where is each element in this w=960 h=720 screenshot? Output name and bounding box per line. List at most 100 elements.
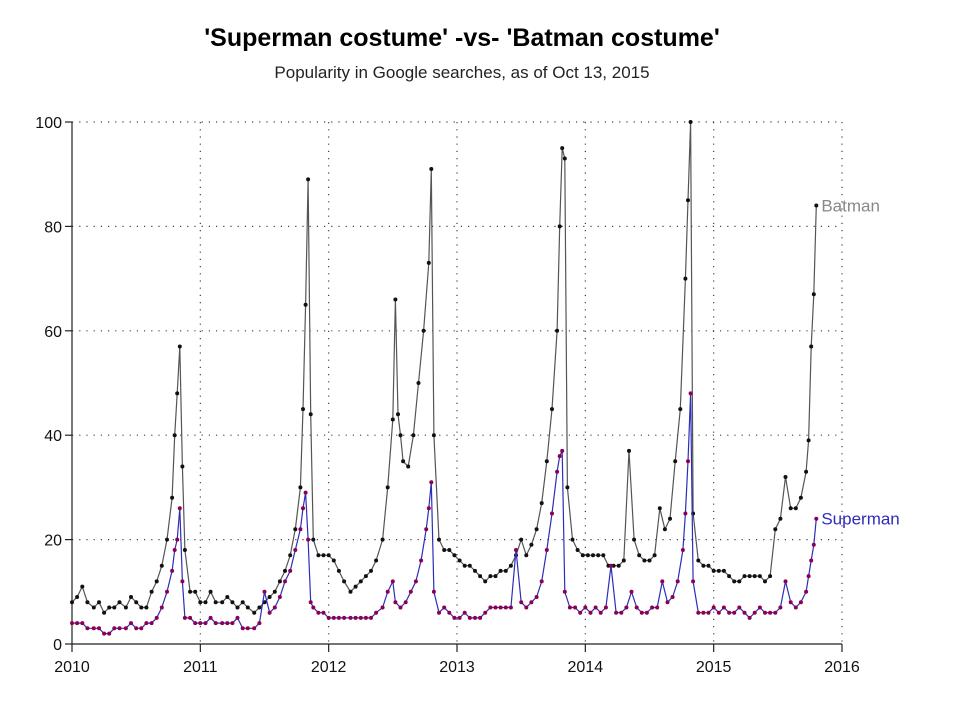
data-point — [240, 626, 245, 631]
data-point — [706, 610, 711, 615]
x-tick-label: 2012 — [311, 659, 347, 676]
data-point — [675, 579, 680, 584]
data-point — [598, 610, 603, 615]
data-point — [426, 506, 431, 511]
data-point — [732, 610, 737, 615]
data-point — [102, 631, 107, 636]
data-point — [508, 605, 513, 610]
data-point — [809, 558, 814, 563]
y-tick-label: 40 — [44, 428, 62, 445]
data-point — [172, 548, 177, 552]
data-point — [727, 610, 732, 615]
data-point — [80, 584, 85, 589]
data-point — [374, 558, 379, 563]
data-point — [768, 610, 773, 615]
data-point — [657, 506, 662, 511]
data-point — [353, 615, 358, 620]
data-point — [437, 537, 441, 542]
data-point — [670, 595, 675, 599]
data-point — [306, 177, 311, 182]
data-point — [298, 527, 303, 532]
data-point — [603, 605, 608, 610]
data-point — [768, 574, 773, 579]
data-point — [283, 579, 287, 584]
data-point — [596, 553, 601, 558]
data-point — [308, 600, 313, 605]
data-point — [462, 610, 467, 615]
data-point — [544, 459, 549, 464]
data-point — [529, 542, 534, 547]
data-point — [668, 516, 672, 521]
data-point — [478, 615, 483, 620]
data-point — [478, 574, 483, 579]
data-point — [562, 589, 567, 594]
data-point — [188, 589, 193, 594]
data-point — [421, 328, 426, 333]
data-point — [303, 302, 308, 307]
data-point — [358, 615, 363, 620]
data-point — [691, 579, 696, 584]
data-point — [316, 610, 321, 615]
series-layer — [70, 120, 819, 636]
data-point — [447, 548, 452, 552]
data-point — [809, 344, 814, 349]
data-point — [814, 203, 819, 208]
data-point — [213, 621, 218, 626]
data-point — [793, 506, 798, 511]
data-point — [208, 615, 213, 620]
data-point — [180, 579, 185, 584]
data-point — [452, 615, 457, 620]
data-point — [134, 600, 139, 605]
data-point — [175, 391, 180, 396]
y-tick-label: 60 — [44, 324, 62, 341]
data-point — [203, 600, 208, 605]
data-point — [107, 631, 112, 636]
data-point — [272, 605, 277, 610]
data-point — [560, 448, 565, 453]
data-point — [721, 568, 726, 573]
data-point — [230, 600, 235, 605]
data-point — [406, 464, 411, 469]
data-point — [701, 563, 706, 568]
data-point — [473, 615, 477, 620]
data-point — [326, 615, 331, 620]
data-point — [727, 574, 732, 579]
data-point — [737, 605, 742, 610]
data-point — [442, 548, 447, 552]
data-point — [624, 605, 629, 610]
data-point — [134, 626, 139, 631]
data-point — [267, 610, 272, 615]
data-point — [811, 542, 816, 547]
data-point — [588, 610, 593, 615]
data-point — [80, 621, 85, 626]
data-point — [655, 605, 660, 610]
data-point — [277, 579, 282, 584]
data-point — [262, 589, 267, 594]
data-point — [230, 621, 235, 626]
data-point — [678, 407, 683, 412]
data-point — [398, 433, 403, 438]
data-point — [353, 584, 358, 589]
data-point — [534, 595, 539, 599]
data-point — [331, 558, 336, 563]
data-point — [665, 600, 670, 605]
data-point — [639, 610, 644, 615]
data-point — [331, 615, 336, 620]
data-point — [737, 579, 742, 584]
data-point — [198, 600, 203, 605]
data-point — [773, 527, 778, 532]
data-point — [288, 568, 293, 573]
data-point — [696, 558, 701, 563]
data-point — [488, 574, 493, 579]
data-point — [220, 600, 225, 605]
data-point — [144, 621, 149, 626]
data-point — [380, 537, 385, 542]
data-point — [716, 568, 721, 573]
data-point — [752, 610, 757, 615]
data-point — [555, 469, 560, 474]
data-point — [139, 605, 144, 610]
data-point — [182, 615, 187, 620]
data-point — [634, 605, 639, 610]
data-point — [112, 605, 117, 610]
data-point — [208, 589, 213, 594]
